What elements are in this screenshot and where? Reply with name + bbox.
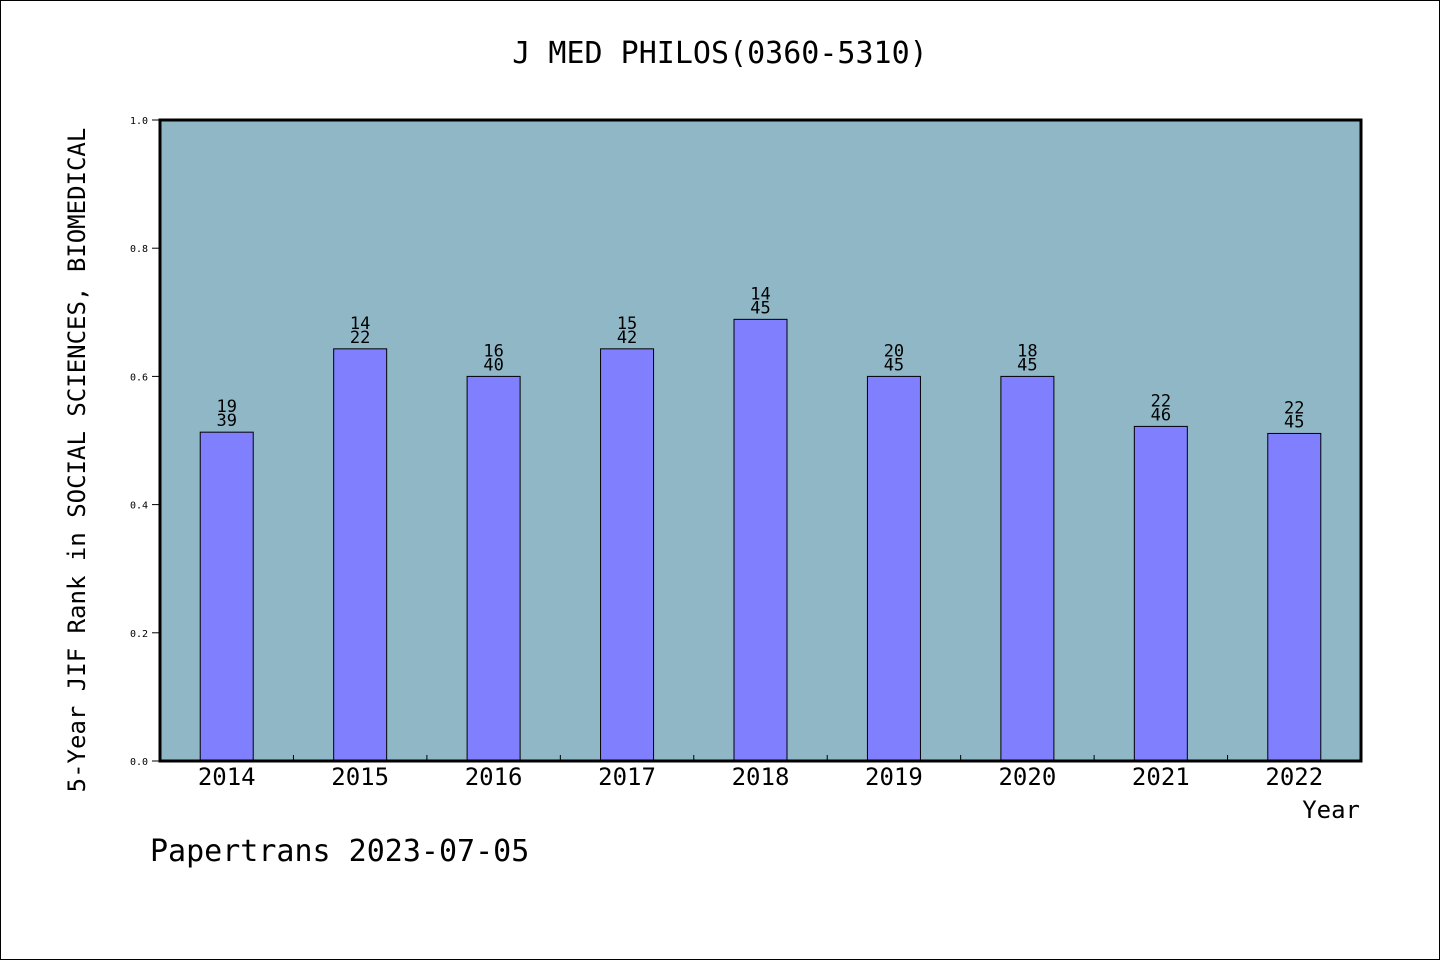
bar-total-label: 46 <box>1151 405 1171 425</box>
y-axis-label: 5-Year JIF Rank in SOCIAL SCIENCES, BIOM… <box>63 127 91 793</box>
bar-total-label: 45 <box>1284 412 1304 432</box>
bar-rank-label: 20 <box>884 341 904 361</box>
y-tick-label: 0.8 <box>130 244 148 255</box>
bar-rank-label: 14 <box>750 284 770 304</box>
bar-total-label: 40 <box>483 355 503 375</box>
y-tick-label: 1.0 <box>130 116 148 127</box>
y-tick-label: 0.0 <box>130 757 148 768</box>
bar-rank-label: 22 <box>1284 398 1304 418</box>
bar-rank-label: 16 <box>483 341 503 361</box>
bar-2016 <box>466 375 521 762</box>
bar-2020 <box>1000 375 1055 762</box>
chart-title: J MED PHILOS(0360-5310) <box>512 36 928 71</box>
x-tick-label: 2021 <box>1132 763 1190 791</box>
bar-rank-label: 19 <box>216 397 236 417</box>
y-tick-label: 0.2 <box>130 629 148 640</box>
bar-2015 <box>333 348 388 762</box>
bar-total-label: 22 <box>350 328 370 348</box>
bar-rank-label: 15 <box>617 314 637 334</box>
x-tick-label: 2018 <box>732 763 790 791</box>
y-tick-label: 0.6 <box>130 372 148 383</box>
x-tick-label: 2020 <box>998 763 1056 791</box>
bar-2017 <box>600 348 655 762</box>
bar-rank-label: 22 <box>1151 391 1171 411</box>
x-tick-label: 2016 <box>465 763 523 791</box>
bar-total-label: 45 <box>1017 355 1037 375</box>
x-tick-label: 2022 <box>1265 763 1323 791</box>
bar-2018 <box>733 318 788 762</box>
x-tick-label: 2017 <box>598 763 656 791</box>
x-tick-label: 2015 <box>331 763 389 791</box>
bar-2019 <box>866 375 921 762</box>
x-tick-label: 2014 <box>198 763 256 791</box>
bar-2014 <box>199 431 254 762</box>
bar-total-label: 42 <box>617 328 637 348</box>
bar-2021 <box>1133 425 1188 762</box>
y-tick-label: 0.4 <box>130 501 148 512</box>
plot-border <box>158 118 1363 763</box>
x-tick-label: 2019 <box>865 763 923 791</box>
bar-rank-label: 18 <box>1017 341 1037 361</box>
x-axis-label: Year <box>1302 796 1360 824</box>
footer-credit: Papertrans 2023-07-05 <box>150 834 530 869</box>
bar-2022 <box>1267 432 1322 762</box>
bar-total-label: 45 <box>750 298 770 318</box>
bar-rank-label: 14 <box>350 314 370 334</box>
bar-total-label: 39 <box>216 411 236 431</box>
bar-total-label: 45 <box>884 355 904 375</box>
